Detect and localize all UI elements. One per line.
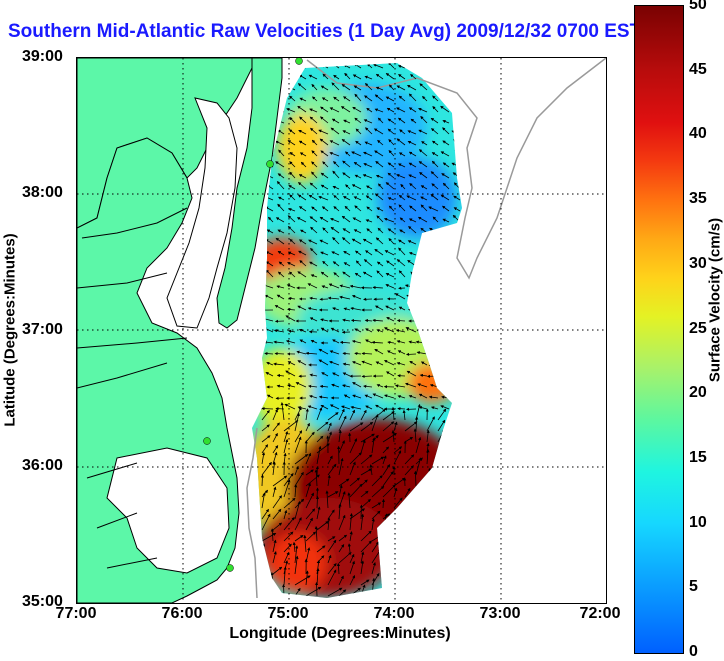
- colorbar-tick-50: 50: [689, 0, 707, 14]
- colorbar-tick-15: 15: [689, 449, 707, 467]
- colorbar-tick-0: 0: [689, 643, 698, 661]
- colorbar-tick-45: 45: [689, 61, 707, 79]
- x-tick-5: 72:00: [580, 605, 621, 623]
- colorbar-tick-20: 20: [689, 384, 707, 402]
- y-tick-0: 35:00: [22, 593, 63, 611]
- colorbar-tick-30: 30: [689, 255, 707, 273]
- colorbar-tick-25: 25: [689, 320, 707, 338]
- y-tick-1: 36:00: [22, 457, 63, 475]
- y-tick-4: 39:00: [22, 48, 63, 66]
- colorbar-tick-40: 40: [689, 125, 707, 143]
- colorbar-tick-5: 5: [689, 578, 698, 596]
- colorbar-tick-10: 10: [689, 514, 707, 532]
- colorbar-tick-35: 35: [689, 190, 707, 208]
- x-tick-2: 75:00: [268, 605, 309, 623]
- x-tick-1: 76:00: [162, 605, 203, 623]
- y-tick-2: 37:00: [22, 321, 63, 339]
- x-tick-3: 74:00: [374, 605, 415, 623]
- colorbar: [634, 5, 684, 654]
- map-title: Southern Mid-Atlantic Raw Velocities (1 …: [8, 21, 634, 43]
- y-axis-label: Latitude (Degrees:Minutes): [2, 233, 19, 426]
- map-plot-area[interactable]: [76, 57, 607, 604]
- x-axis-label: Longitude (Degrees:Minutes): [229, 625, 450, 643]
- x-tick-4: 73:00: [480, 605, 521, 623]
- colorbar-label: Surface Velocity (cm/s): [707, 218, 724, 382]
- map-svg: [77, 58, 606, 603]
- y-tick-3: 38:00: [22, 184, 63, 202]
